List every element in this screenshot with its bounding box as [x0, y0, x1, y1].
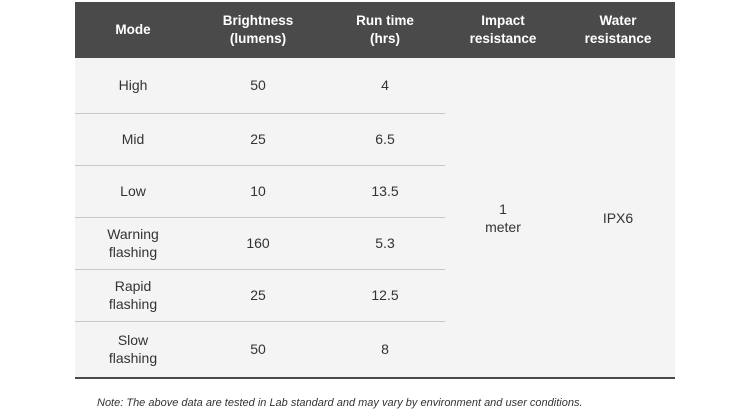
brightness-cell: 25 [191, 113, 325, 166]
header-impact-resistance: Impact resistance [445, 2, 561, 58]
runtime-cell: 13.5 [325, 165, 445, 218]
footnote: Note: The above data are tested in Lab s… [97, 397, 583, 409]
header-brightness: Brightness (lumens) [191, 2, 325, 58]
mode-cell: Rapid flashing [75, 269, 191, 322]
runtime-cell: 4 [325, 58, 445, 114]
header-run-time: Run time (hrs) [325, 2, 445, 58]
mode-cell: Mid [75, 113, 191, 166]
table-row: Rapid flashing 25 12.5 [75, 269, 675, 322]
table-row: High 50 4 1 meter IPX6 [75, 58, 675, 377]
table-header-row: Mode Brightness (lumens) Run time (hrs) … [75, 2, 675, 58]
brightness-cell: 50 [191, 58, 325, 114]
runtime-cell: 6.5 [325, 113, 445, 166]
table-row: Slow flashing 50 8 [75, 321, 675, 377]
runtime-cell: 5.3 [325, 217, 445, 270]
spec-table: Mode Brightness (lumens) Run time (hrs) … [75, 2, 675, 377]
mode-cell: Low [75, 165, 191, 218]
table-row: Warning flashing 160 5.3 [75, 217, 675, 270]
table-bottom-rule [75, 377, 675, 379]
mode-cell: Slow flashing [75, 321, 191, 377]
brightness-cell: 25 [191, 269, 325, 322]
header-water-resistance: Water resistance [561, 2, 675, 58]
spec-table-container: Mode Brightness (lumens) Run time (hrs) … [75, 2, 675, 379]
brightness-cell: 50 [191, 321, 325, 377]
table-row: Mid 25 6.5 [75, 113, 675, 166]
brightness-cell: 160 [191, 217, 325, 270]
header-mode: Mode [75, 2, 191, 58]
runtime-cell: 8 [325, 321, 445, 377]
mode-cell: Warning flashing [75, 217, 191, 270]
mode-cell: High [75, 58, 191, 114]
runtime-cell: 12.5 [325, 269, 445, 322]
brightness-cell: 10 [191, 165, 325, 218]
table-row: Low 10 13.5 [75, 165, 675, 218]
water-resistance-cell: IPX6 [561, 58, 675, 377]
impact-resistance-cell: 1 meter [445, 58, 561, 377]
